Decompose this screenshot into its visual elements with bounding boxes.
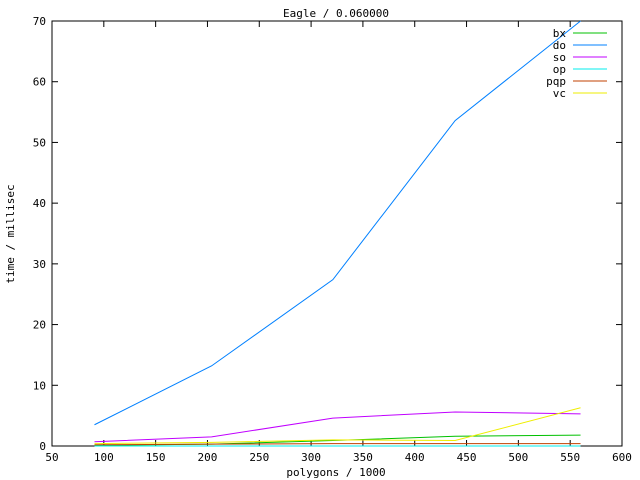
- series-line-so: [94, 411, 581, 443]
- x-tick-label: 100: [94, 451, 114, 464]
- x-tick-label: 500: [508, 451, 528, 464]
- x-tick-label: 300: [301, 451, 321, 464]
- series-line-do: [94, 20, 581, 426]
- legend-label: pqp: [546, 75, 566, 88]
- chart-title: Eagle / 0.060000: [283, 7, 389, 20]
- series-line-pqp: [94, 443, 581, 446]
- y-tick-label: 50: [33, 136, 46, 149]
- x-tick-label: 150: [146, 451, 166, 464]
- y-axis-label: time / millisec: [4, 184, 17, 283]
- x-tick-label: 50: [45, 451, 58, 464]
- series-line-vc: [94, 407, 581, 445]
- x-tick-label: 350: [353, 451, 373, 464]
- x-tick-label: 250: [249, 451, 269, 464]
- x-tick-label: 550: [560, 451, 580, 464]
- y-tick-label: 40: [33, 197, 46, 210]
- y-tick-label: 20: [33, 319, 46, 332]
- y-tick-label: 30: [33, 258, 46, 271]
- x-axis-label: polygons / 1000: [286, 466, 385, 479]
- legend-label: so: [553, 51, 566, 64]
- y-tick-label: 10: [33, 379, 46, 392]
- legend-label: bx: [553, 27, 567, 40]
- x-tick-label: 450: [457, 451, 477, 464]
- x-tick-label: 400: [405, 451, 425, 464]
- legend-label: vc: [553, 87, 566, 100]
- y-tick-label: 0: [39, 440, 46, 453]
- legend-label: op: [553, 63, 566, 76]
- y-tick-label: 70: [33, 15, 46, 28]
- plot-frame: [51, 20, 623, 447]
- x-tick-label: 600: [612, 451, 632, 464]
- legend-label: do: [553, 39, 566, 52]
- y-tick-label: 60: [33, 76, 46, 89]
- x-tick-label: 200: [198, 451, 218, 464]
